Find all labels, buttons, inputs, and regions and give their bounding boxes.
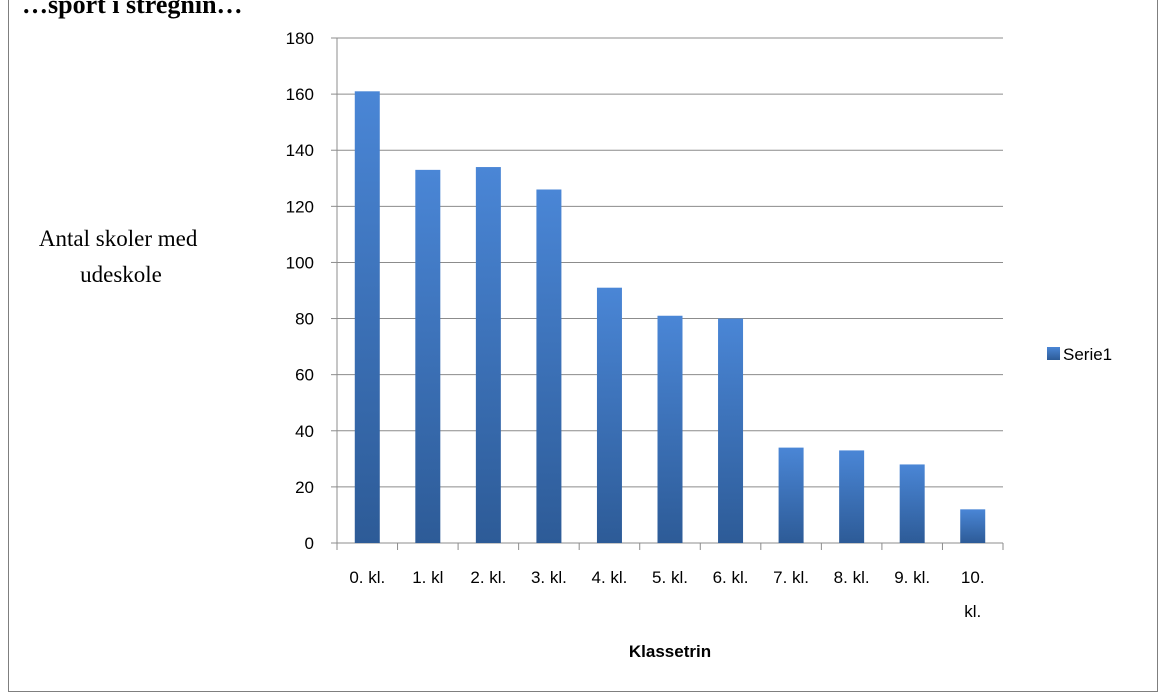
bar [960, 509, 986, 543]
y-axis-title-line-2: udeskole [80, 262, 162, 287]
bar [536, 189, 562, 543]
bar [415, 169, 441, 543]
y-tick-label: 40 [295, 422, 314, 441]
x-tick-label: 9. kl. [894, 568, 930, 587]
y-tick-label: 120 [286, 197, 314, 216]
x-tick-label: 1. kl [412, 568, 443, 587]
legend-swatch-serie1 [1047, 347, 1060, 360]
y-axis-title-line-1: Antal skoler med [39, 226, 198, 251]
x-tick-label: 4. kl. [592, 568, 628, 587]
chart-frame [8, 0, 1158, 692]
x-tick-labels: 0. kl. 1. kl 2. kl. 3. kl. 4. kl. 5. kl. 6. kl… [349, 568, 984, 621]
bar [354, 91, 380, 544]
x-tick-label: 0. kl. [349, 568, 385, 587]
bar [899, 464, 925, 543]
x-tick-label: 2. kl. [470, 568, 506, 587]
bar [596, 287, 622, 543]
x-tick-label: 7. kl. [773, 568, 809, 587]
y-tick-label: 160 [286, 85, 314, 104]
legend: Serie1 [1047, 345, 1112, 364]
y-tick-label: 80 [295, 310, 314, 329]
x-axis-title: Klassetrin [629, 642, 711, 661]
y-tick-label: 180 [286, 29, 314, 48]
partial-heading-text: …sport i stregnin… [22, 0, 243, 19]
y-tick-label: 0 [305, 534, 314, 553]
bar [778, 447, 804, 543]
legend-label-serie1: Serie1 [1063, 345, 1112, 364]
bar [839, 450, 865, 543]
y-tick-labels: 0 20 40 60 80 100 120 140 160 180 [286, 29, 314, 553]
bar [475, 167, 501, 544]
x-tick-label: 5. kl. [652, 568, 688, 587]
x-tick-label: 10. kl. [961, 568, 985, 621]
x-tick-label: 8. kl. [834, 568, 870, 587]
x-tick-label: 6. kl. [713, 568, 749, 587]
bars [354, 91, 986, 544]
bar [718, 318, 744, 543]
y-tick-label: 20 [295, 478, 314, 497]
x-tick-label: 3. kl. [531, 568, 567, 587]
bar [657, 315, 683, 543]
y-axis-title: Antal skoler med udeskole [39, 226, 203, 287]
y-tick-label: 140 [286, 141, 314, 160]
y-tick-label: 100 [286, 253, 314, 272]
y-tick-label: 60 [295, 366, 314, 385]
